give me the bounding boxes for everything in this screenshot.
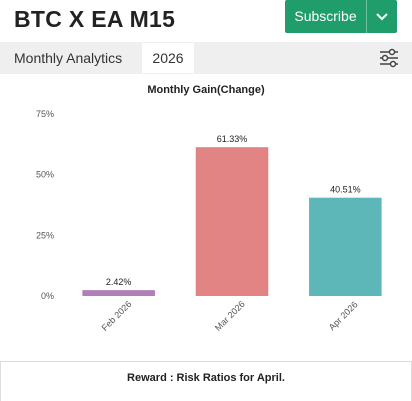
subscribe-divider — [366, 0, 367, 33]
data-label: 2.42% — [106, 277, 132, 287]
y-tick-label: 75% — [36, 109, 54, 119]
y-tick-label: 50% — [36, 170, 54, 180]
bar-feb-2026 — [82, 290, 155, 296]
x-tick-label: Apr 2026 — [327, 299, 360, 332]
filter-button[interactable] — [378, 47, 400, 69]
sliders-icon — [380, 48, 398, 68]
reward-risk-card: Reward : Risk Ratios for April. — [0, 361, 412, 401]
page-title: BTC X EA M15 — [14, 6, 176, 32]
tab-monthly-analytics[interactable]: Monthly Analytics — [14, 50, 123, 66]
y-tick-label: 25% — [36, 230, 54, 240]
data-label: 61.33% — [217, 134, 248, 144]
subscribe-button-group: Subscribe — [285, 0, 397, 33]
bar-apr-2026 — [309, 197, 382, 296]
data-label: 40.51% — [330, 185, 361, 195]
subscribe-button[interactable]: Subscribe — [294, 8, 357, 24]
y-tick-label: 0% — [41, 291, 54, 301]
top-bar: BTC X EA M15 Subscribe — [0, 0, 412, 42]
monthly-gain-chart: Monthly Gain(Change) 0% 25% 50% 75% 2.42% Feb… — [0, 74, 412, 359]
analytics-tab-bar: Monthly Analytics 2026 — [0, 42, 412, 74]
chart-canvas: 0% 25% 50% 75% 2.42% Feb 2026 61.33% Mar 2026 40… — [36, 109, 382, 333]
chart-title: Monthly Gain(Change) — [147, 84, 265, 96]
reward-risk-title: Reward : Risk Ratios for April. — [127, 372, 285, 384]
year-selector[interactable]: 2026 — [142, 43, 194, 73]
subscribe-dropdown-toggle[interactable] — [367, 0, 397, 33]
bar-mar-2026 — [195, 147, 269, 296]
chevron-down-icon — [376, 12, 388, 20]
x-tick-label: Mar 2026 — [213, 299, 247, 333]
x-tick-label: Feb 2026 — [100, 299, 134, 333]
